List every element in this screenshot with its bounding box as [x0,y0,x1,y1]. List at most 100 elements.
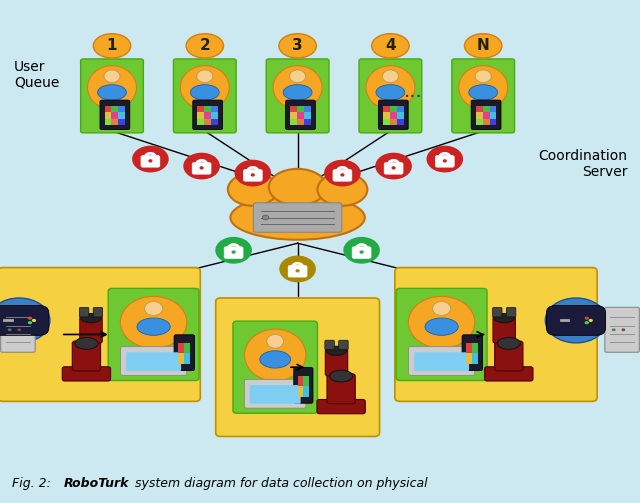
Bar [297,119,304,125]
Ellipse shape [180,66,229,109]
Ellipse shape [545,298,607,343]
Ellipse shape [584,321,589,324]
Ellipse shape [132,146,169,173]
Bar [111,112,118,119]
Ellipse shape [289,70,306,82]
Bar [390,112,397,119]
Text: User
Queue: User Queue [14,60,60,90]
FancyBboxPatch shape [233,321,317,413]
Bar [298,386,303,397]
Ellipse shape [317,173,367,206]
FancyBboxPatch shape [547,305,605,336]
FancyBboxPatch shape [192,162,211,174]
Bar [197,119,204,125]
FancyBboxPatch shape [378,100,408,130]
Bar [179,354,184,364]
Bar [118,106,125,112]
FancyBboxPatch shape [327,374,355,404]
FancyBboxPatch shape [495,341,523,371]
Bar [111,106,118,112]
Ellipse shape [273,66,322,109]
Text: 3: 3 [292,38,303,53]
FancyBboxPatch shape [435,155,454,167]
FancyBboxPatch shape [120,347,187,375]
Ellipse shape [343,237,380,264]
Ellipse shape [75,338,98,349]
Ellipse shape [459,66,508,109]
Bar [197,112,204,119]
Ellipse shape [612,328,616,331]
Ellipse shape [191,85,219,100]
Bar [303,386,308,397]
Ellipse shape [279,256,316,282]
Ellipse shape [262,215,269,220]
FancyBboxPatch shape [1,307,35,352]
Text: ...: ... [403,81,422,101]
Text: system diagram for data collection on physical: system diagram for data collection on ph… [131,477,428,490]
Ellipse shape [228,173,278,206]
FancyBboxPatch shape [79,307,89,317]
FancyBboxPatch shape [493,307,502,317]
Bar [397,106,404,112]
Bar [211,106,218,112]
Ellipse shape [93,34,131,58]
Text: 2: 2 [200,38,210,53]
Ellipse shape [296,269,300,273]
Bar [118,112,125,119]
Ellipse shape [392,166,396,170]
Bar [397,119,404,125]
FancyBboxPatch shape [0,268,200,401]
Bar [298,376,303,386]
Bar [204,119,211,125]
Ellipse shape [215,237,252,264]
Bar [483,119,490,125]
FancyBboxPatch shape [62,367,111,381]
Ellipse shape [360,250,364,254]
Text: Active Teleoperation
Sessions: Active Teleoperation Sessions [6,345,148,375]
Bar [490,112,497,119]
Ellipse shape [183,153,220,180]
Ellipse shape [8,328,12,331]
Ellipse shape [186,34,223,58]
FancyBboxPatch shape [253,203,342,232]
Ellipse shape [104,70,120,82]
FancyBboxPatch shape [288,266,307,277]
FancyBboxPatch shape [126,352,181,371]
Ellipse shape [148,159,152,162]
Ellipse shape [366,66,415,109]
FancyBboxPatch shape [452,59,515,133]
FancyBboxPatch shape [244,379,306,408]
Ellipse shape [267,334,284,348]
Text: RoboTurk: RoboTurk [64,477,129,490]
Bar [297,112,304,119]
Ellipse shape [324,160,361,187]
Bar [467,354,472,364]
Bar [476,112,483,119]
Ellipse shape [230,195,365,240]
Bar [472,354,478,364]
FancyBboxPatch shape [605,307,639,352]
Ellipse shape [284,85,312,100]
FancyBboxPatch shape [359,59,422,133]
Ellipse shape [88,66,136,109]
Text: 1: 1 [107,38,117,53]
Ellipse shape [340,173,344,177]
FancyBboxPatch shape [81,59,143,133]
Ellipse shape [372,34,409,58]
FancyBboxPatch shape [352,247,371,259]
Bar [290,106,297,112]
Ellipse shape [425,318,458,336]
FancyBboxPatch shape [396,288,487,381]
Ellipse shape [200,166,204,170]
Ellipse shape [28,321,32,324]
Bar [483,106,490,112]
FancyBboxPatch shape [325,340,334,350]
FancyBboxPatch shape [493,316,515,343]
FancyBboxPatch shape [174,335,195,371]
Ellipse shape [81,313,101,323]
Ellipse shape [244,329,306,381]
Bar [383,112,390,119]
FancyBboxPatch shape [294,368,313,403]
Ellipse shape [279,34,316,58]
Ellipse shape [196,70,213,82]
